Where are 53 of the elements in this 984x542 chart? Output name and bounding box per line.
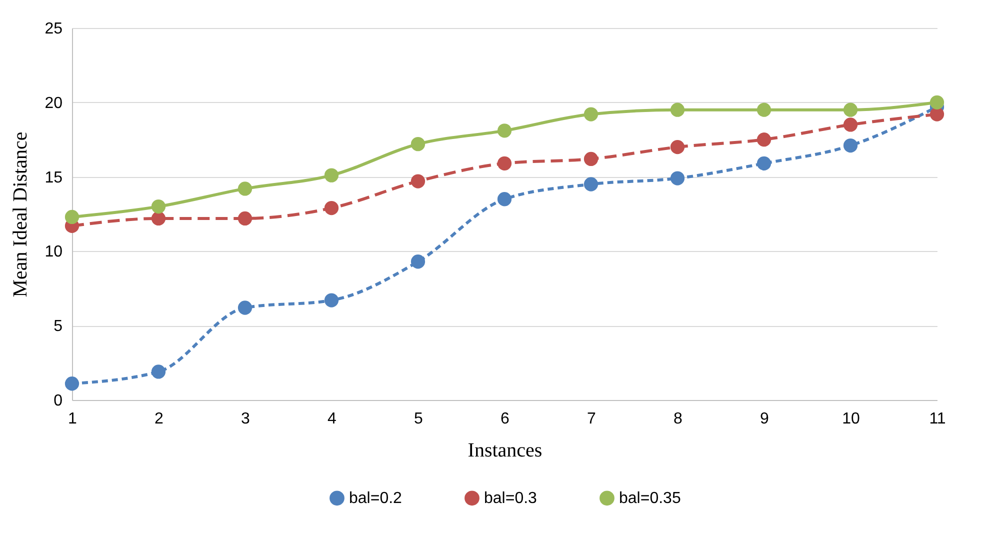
point	[238, 211, 252, 226]
point	[756, 132, 772, 147]
point	[843, 138, 858, 153]
x-tick-label: 10	[842, 410, 860, 428]
y-tick-label: 0	[54, 392, 63, 410]
y-tick-label: 5	[54, 318, 63, 336]
point	[151, 211, 166, 226]
legend-label: bal=0.35	[619, 490, 681, 508]
x-tick-label: 2	[154, 410, 164, 428]
point	[497, 156, 512, 170]
point	[930, 95, 944, 110]
x-tick-label: 9	[760, 410, 770, 428]
point	[410, 254, 426, 269]
point	[238, 182, 252, 196]
point	[151, 364, 166, 379]
point	[64, 210, 80, 224]
y-tick-label: 20	[44, 94, 63, 112]
point	[584, 152, 598, 166]
point	[324, 200, 339, 216]
point	[843, 118, 858, 132]
point	[238, 300, 252, 315]
legend-label: bal=0.2	[349, 490, 402, 508]
x-tick-label: 8	[674, 410, 683, 428]
x-tick-label: 5	[414, 410, 424, 428]
y-tick-label: 15	[44, 169, 63, 186]
y-axis-title: Mean Ideal Distance	[10, 132, 32, 298]
point	[497, 124, 512, 138]
point	[670, 102, 685, 117]
y-tick-label: 10	[44, 244, 63, 261]
point	[584, 177, 598, 192]
point	[410, 137, 426, 152]
point	[151, 200, 166, 214]
x-tick-label: 4	[328, 410, 337, 428]
point	[930, 107, 944, 122]
point	[584, 107, 598, 122]
x-tick-label: 7	[587, 410, 596, 428]
point	[756, 102, 772, 117]
point	[324, 168, 339, 182]
point	[843, 102, 858, 117]
x-axis-title: Instances	[468, 440, 542, 462]
point	[756, 156, 772, 170]
legend-label: bal=0.3	[484, 490, 538, 508]
point	[670, 171, 685, 186]
point	[670, 140, 685, 154]
point	[64, 376, 80, 391]
y-tick-label: 25	[44, 20, 63, 38]
x-tick-label: 3	[241, 410, 250, 428]
point	[324, 293, 339, 308]
x-tick-label: 1	[68, 410, 78, 428]
point	[410, 174, 426, 188]
x-tick-label: 6	[500, 410, 510, 428]
point	[497, 192, 512, 206]
x-tick-label: 11	[929, 410, 946, 428]
